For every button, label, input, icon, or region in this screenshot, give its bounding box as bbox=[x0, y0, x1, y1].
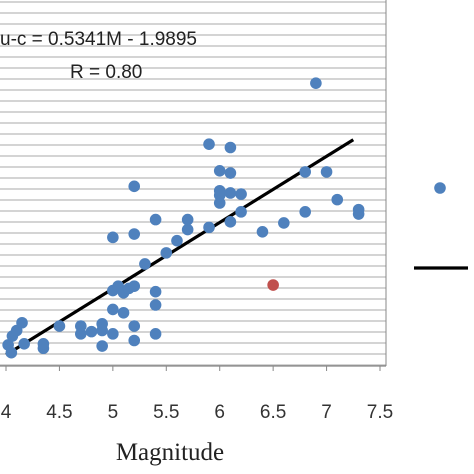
r-value-label: R = 0.80 bbox=[70, 62, 142, 83]
x-tick-label: 7 bbox=[321, 402, 332, 423]
data-point bbox=[213, 165, 226, 177]
data-point bbox=[117, 306, 130, 319]
data-point bbox=[37, 338, 50, 350]
data-point bbox=[149, 213, 162, 226]
data-point bbox=[310, 77, 322, 89]
data-point bbox=[181, 223, 194, 236]
data-point bbox=[18, 338, 30, 350]
legend-marker-points bbox=[434, 182, 446, 194]
data-point bbox=[320, 166, 333, 178]
data-point bbox=[256, 226, 269, 238]
x-tick-label: 7.5 bbox=[367, 402, 393, 423]
equation-label: u-c = 0.5341M - 1.9895 bbox=[0, 29, 197, 50]
data-point bbox=[128, 180, 141, 193]
data-point bbox=[85, 325, 98, 338]
x-tick-label: 4.5 bbox=[46, 402, 72, 423]
data-point bbox=[181, 213, 194, 226]
outlier-point bbox=[267, 279, 279, 291]
data-point bbox=[107, 328, 119, 340]
data-point bbox=[203, 138, 215, 150]
data-point bbox=[16, 316, 28, 329]
x-tick-labels: 4 4.5 5 5.5 6 6.5 7 7.5 bbox=[1, 402, 394, 423]
data-point bbox=[278, 217, 290, 229]
data-point bbox=[128, 334, 141, 347]
x-tick-marks bbox=[5, 366, 381, 371]
data-points bbox=[2, 77, 365, 359]
x-tick-label: 4 bbox=[1, 402, 12, 423]
data-point bbox=[352, 203, 365, 216]
data-point bbox=[203, 221, 215, 234]
data-point bbox=[96, 324, 108, 337]
x-tick-label: 6.5 bbox=[260, 402, 286, 423]
data-point bbox=[224, 167, 237, 179]
data-point bbox=[5, 346, 18, 359]
data-point bbox=[160, 247, 173, 259]
data-point bbox=[224, 187, 237, 199]
data-point bbox=[224, 141, 237, 154]
data-point bbox=[107, 303, 119, 316]
data-point bbox=[96, 340, 108, 352]
data-point bbox=[139, 258, 151, 270]
data-point bbox=[53, 320, 66, 332]
data-point bbox=[171, 234, 183, 247]
data-point bbox=[224, 216, 237, 228]
data-point bbox=[128, 280, 141, 292]
data-point bbox=[299, 206, 312, 218]
data-point bbox=[75, 320, 87, 332]
gridlines bbox=[0, 1, 386, 366]
data-point bbox=[149, 299, 162, 311]
x-tick-label: 5 bbox=[108, 402, 119, 423]
data-point bbox=[235, 206, 247, 218]
data-point bbox=[235, 188, 247, 200]
data-point bbox=[299, 166, 312, 178]
data-point bbox=[213, 184, 226, 197]
x-tick-label: 5.5 bbox=[153, 402, 179, 423]
data-point bbox=[331, 193, 344, 206]
data-point bbox=[107, 231, 119, 244]
data-point bbox=[128, 320, 141, 332]
data-point bbox=[149, 328, 162, 340]
x-axis-title: Magnitude bbox=[116, 439, 224, 466]
x-tick-label: 6 bbox=[214, 402, 225, 423]
data-point bbox=[128, 228, 141, 240]
trendline bbox=[5, 138, 355, 357]
data-point bbox=[149, 285, 162, 298]
